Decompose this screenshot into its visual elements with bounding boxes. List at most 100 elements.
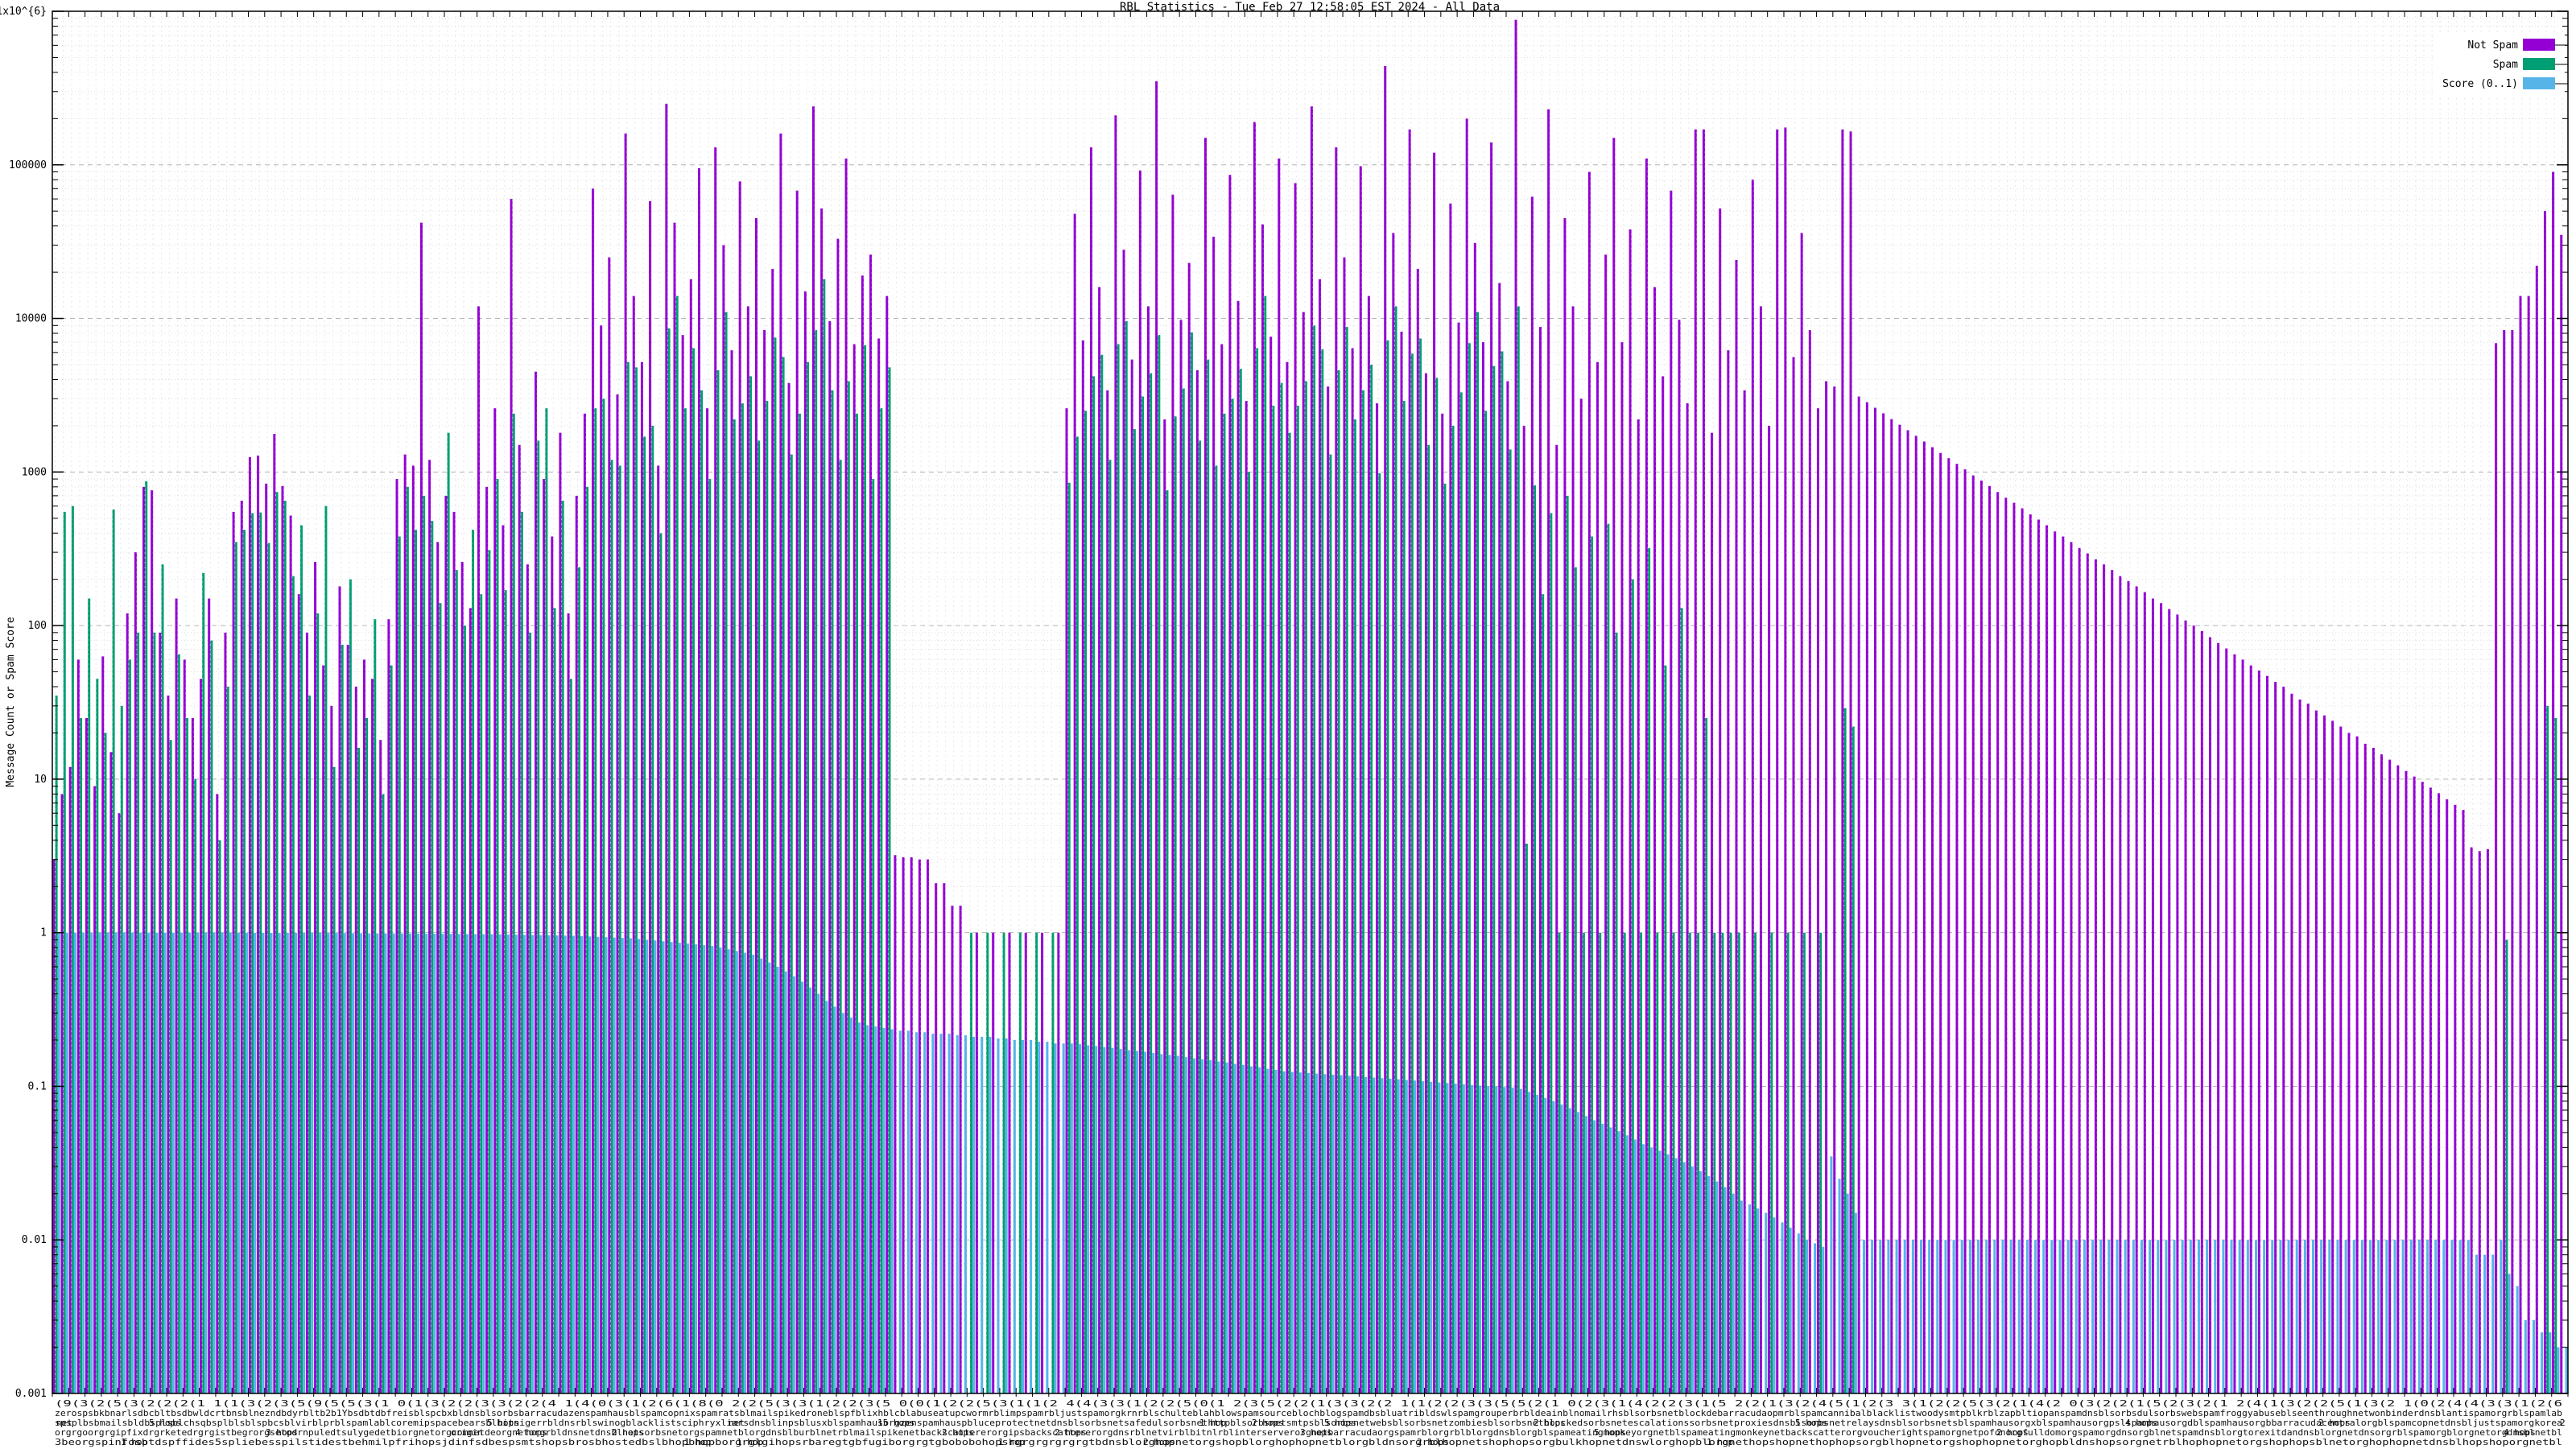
bar-spam [626, 361, 630, 1393]
bar-not-spam [844, 158, 848, 1393]
bar-score [2549, 1332, 2552, 1393]
bar-not-spam [2274, 682, 2277, 1393]
bar-spam [823, 279, 826, 1393]
legend-label: Spam [2493, 59, 2518, 71]
bar-spam [177, 654, 180, 1393]
series-spam [55, 279, 2557, 1394]
bar-spam [210, 640, 213, 1393]
bar-score [2328, 1240, 2331, 1393]
bar-score [2149, 1240, 2152, 1393]
bar-spam [1542, 594, 1545, 1393]
bar-not-spam [305, 632, 308, 1393]
x-hop-label: 5 hops [1795, 1418, 1827, 1428]
bar-score [1920, 1240, 1923, 1393]
x-hop-label: 1 hop [684, 1437, 711, 1447]
bar-not-spam [746, 306, 749, 1394]
legend-label: Score (0..1) [2442, 78, 2518, 90]
bar-not-spam [943, 883, 946, 1393]
bar-score [1511, 1088, 1514, 1393]
bar-score [1364, 1076, 1368, 1393]
bar-score [1944, 1240, 1947, 1393]
bar-not-spam [771, 269, 774, 1394]
bar-spam [398, 536, 401, 1393]
bar-spam [1141, 396, 1145, 1394]
bar-score [2483, 1254, 2487, 1393]
bar-not-spam [1441, 413, 1444, 1393]
bar-not-spam [2462, 810, 2465, 1393]
bar-spam [234, 542, 237, 1393]
bar-score [531, 935, 535, 1393]
bar-not-spam [1465, 118, 1468, 1394]
bar-spam [1427, 444, 1430, 1393]
bar-score [1633, 1139, 1637, 1393]
bar-score [2295, 1240, 2298, 1393]
bar-spam [194, 778, 197, 1393]
bar-not-spam [371, 679, 374, 1393]
bar-spam [798, 413, 801, 1393]
bar-score [65, 932, 68, 1393]
bar-not-spam [1245, 401, 1248, 1393]
bar-score [1307, 1072, 1311, 1393]
bar-not-spam [1179, 320, 1183, 1394]
bar-not-spam [1751, 180, 1754, 1393]
bar-score [1193, 1058, 1196, 1393]
bar-score [114, 932, 118, 1393]
bar-score [1560, 1104, 1563, 1393]
bar-not-spam [469, 608, 472, 1393]
bar-not-spam [697, 168, 700, 1393]
bar-not-spam [1081, 340, 1084, 1393]
bar-spam [104, 733, 107, 1393]
bar-not-spam [1138, 170, 1141, 1394]
bar-spam [1713, 932, 1716, 1393]
bar-not-spam [2208, 637, 2212, 1393]
bar-not-spam [1269, 336, 1273, 1393]
bar-not-spam [836, 238, 840, 1393]
bar-spam [1345, 327, 1348, 1393]
bar-not-spam [142, 486, 146, 1393]
bar-score [1781, 1222, 1784, 1393]
bar-not-spam [1931, 447, 1934, 1393]
x-hop-label: 15 hops [877, 1418, 914, 1428]
bar-score [1005, 1038, 1008, 1393]
bar-not-spam [1800, 233, 1803, 1394]
bar-not-spam [1522, 425, 1525, 1393]
bar-not-spam [2363, 743, 2367, 1393]
bar-score [466, 934, 469, 1393]
bar-spam [1852, 726, 1855, 1393]
bar-score [90, 932, 93, 1393]
bar-not-spam [1130, 359, 1133, 1393]
bar-not-spam [632, 295, 635, 1394]
bar-score [555, 935, 559, 1393]
bar-score [547, 935, 551, 1393]
bar-not-spam [395, 479, 398, 1393]
bar-score [906, 1030, 910, 1393]
bar-spam [1639, 932, 1642, 1393]
bar-score [1968, 1240, 1971, 1393]
bar-score [2246, 1240, 2249, 1393]
bar-not-spam [1498, 283, 1501, 1394]
bar-spam [1190, 332, 1193, 1393]
bar-score [2255, 1240, 2258, 1393]
bar-spam [390, 665, 393, 1393]
bar-score [1519, 1088, 1522, 1393]
bar-score [2034, 1240, 2037, 1393]
bar-score [646, 939, 649, 1393]
bar-spam [1582, 932, 1585, 1393]
bar-score [1977, 1240, 1980, 1393]
bar-score [768, 962, 771, 1393]
bar-not-spam [575, 495, 578, 1393]
bar-score [2132, 1240, 2135, 1393]
bar-not-spam [2094, 559, 2097, 1393]
bar-score [1993, 1240, 1996, 1393]
bar-spam [864, 345, 867, 1393]
bar-not-spam [526, 564, 529, 1394]
bar-score [989, 1036, 992, 1393]
bar-not-spam [1662, 376, 1665, 1394]
bar-not-spam [1979, 480, 1983, 1394]
bar-not-spam [1939, 452, 1942, 1394]
bar-spam [1492, 365, 1496, 1393]
bar-spam [1231, 398, 1234, 1393]
bar-not-spam [1335, 147, 1338, 1393]
bar-not-spam [477, 306, 481, 1394]
bar-not-spam [583, 413, 586, 1393]
